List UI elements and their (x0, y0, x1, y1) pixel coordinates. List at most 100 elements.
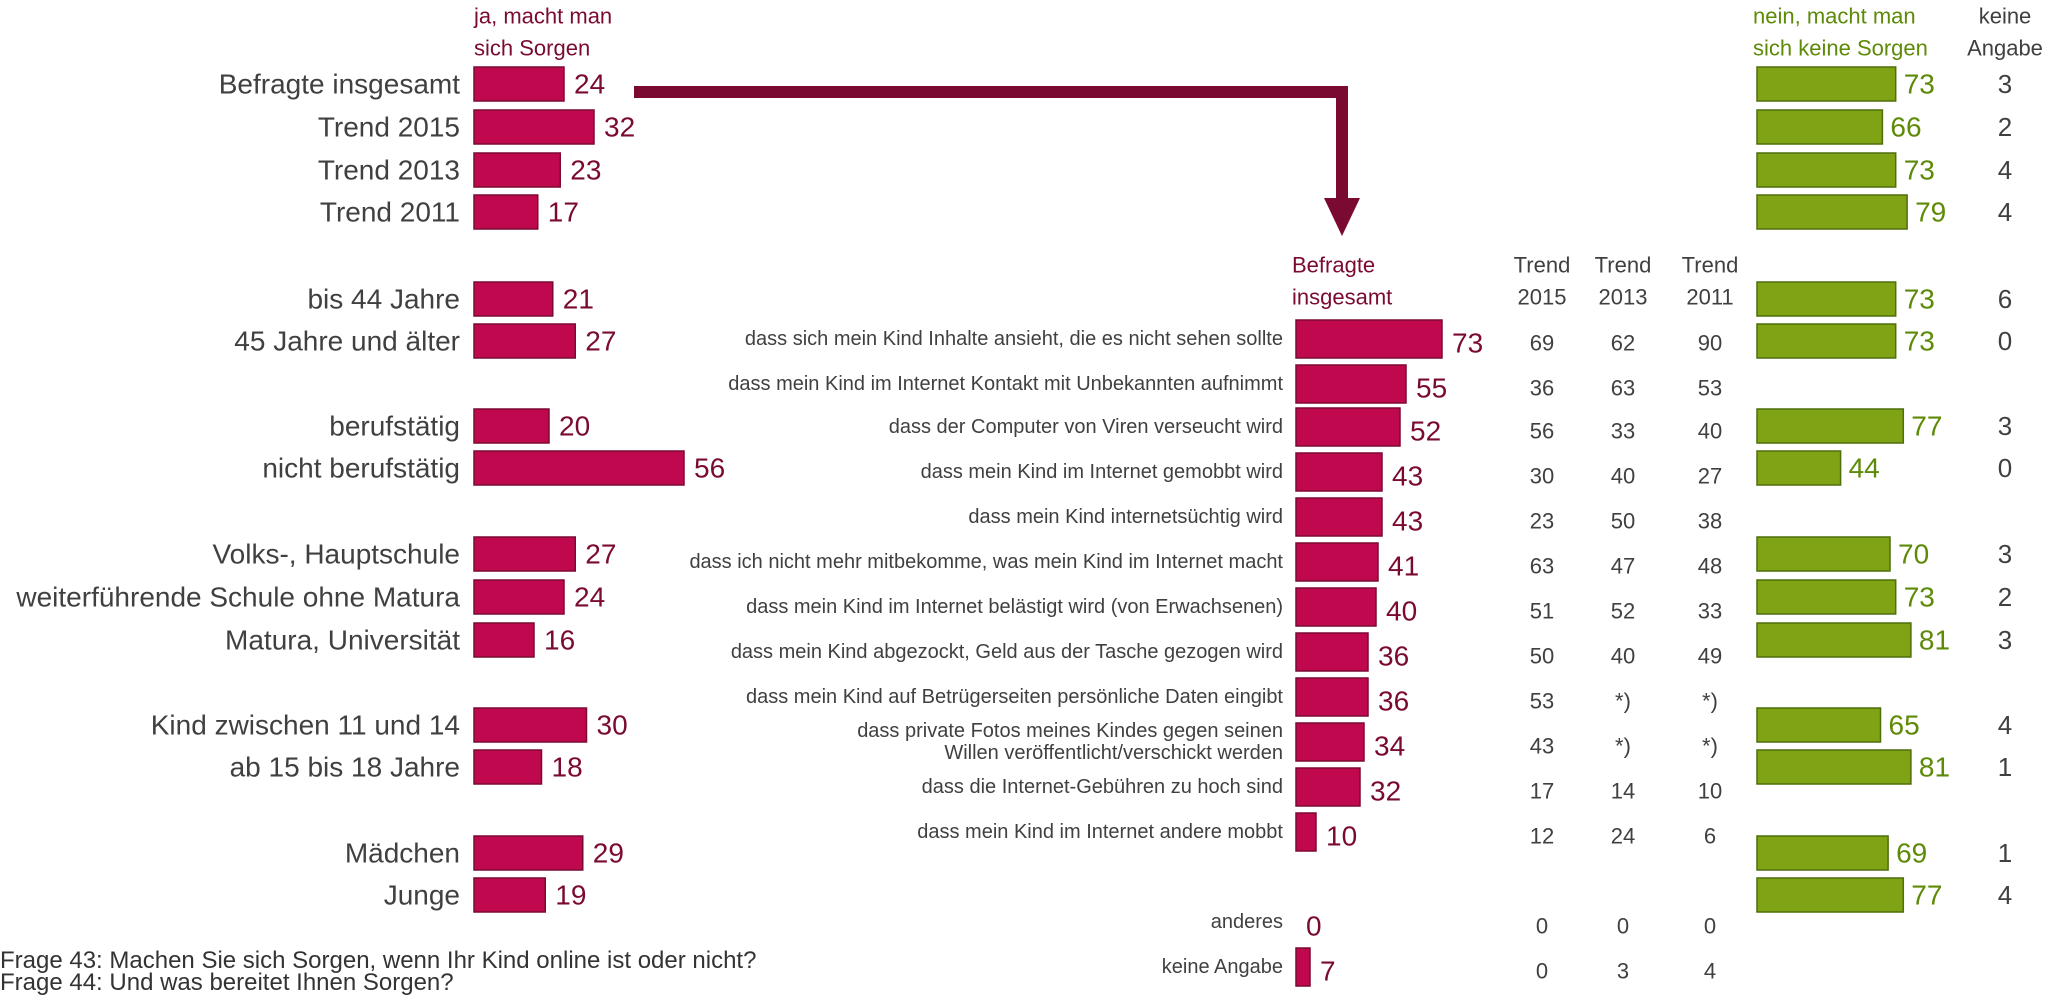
value-yes: 20 (559, 411, 590, 442)
concern-label-line: Willen veröffentlicht/verschickt werden (944, 742, 1283, 764)
value-no: 73 (1904, 326, 1935, 357)
value-concern: 55 (1416, 373, 1447, 404)
value-trend-3: 38 (1698, 509, 1722, 534)
bar-no (1756, 450, 1842, 486)
value-no: 79 (1915, 197, 1946, 228)
header-trend-0-line-0: Trend (1514, 253, 1571, 278)
value-na: 4 (1998, 155, 2012, 185)
value-concern: 40 (1386, 596, 1417, 627)
value-concern: 34 (1374, 731, 1405, 762)
bar-concern (1295, 812, 1317, 852)
bar-no (1756, 408, 1905, 444)
value-trend-3: *) (1702, 734, 1718, 759)
bar-yes (473, 450, 685, 486)
value-no: 81 (1919, 625, 1950, 656)
value-trend-3: 48 (1698, 554, 1722, 579)
bar-yes (473, 66, 565, 102)
concern-label: dass sich mein Kind Inhalte ansieht, die… (745, 328, 1283, 350)
value-no: 73 (1904, 582, 1935, 613)
value-na: 4 (1998, 197, 2012, 227)
value-yes: 21 (563, 284, 594, 315)
bar-no (1756, 536, 1891, 572)
value-yes: 16 (544, 625, 575, 656)
bar-no (1756, 281, 1897, 317)
value-trend-1: 50 (1530, 644, 1554, 669)
concern-label: dass der Computer von Viren verseucht wi… (889, 416, 1283, 438)
bar-no (1756, 152, 1897, 188)
value-trend-3: 4 (1704, 959, 1716, 984)
concern-label: dass mein Kind abgezockt, Geld aus der T… (731, 641, 1283, 663)
value-trend-1: 0 (1536, 914, 1548, 939)
concern-label: anderes (1211, 911, 1283, 933)
value-concern: 0 (1306, 911, 1322, 942)
bar-yes (473, 408, 550, 444)
header-current-line-0: Befragte (1292, 253, 1375, 278)
bar-concern (1295, 722, 1365, 762)
value-no: 81 (1919, 752, 1950, 783)
value-yes: 56 (694, 453, 725, 484)
value-yes: 27 (585, 326, 616, 357)
header-trend-0-line-1: 2015 (1518, 285, 1567, 310)
header-na-line-0: keine (1979, 4, 2032, 29)
value-no: 66 (1890, 112, 1921, 143)
category-label: Befragte insgesamt (219, 69, 460, 100)
bar-concern (1295, 407, 1401, 447)
value-na: 0 (1998, 453, 2012, 483)
value-trend-2: 50 (1611, 509, 1635, 534)
bar-no (1756, 579, 1897, 615)
bar-yes (473, 749, 543, 785)
bar-no (1756, 877, 1905, 913)
category-label: Kind zwischen 11 und 14 (151, 710, 460, 741)
value-trend-2: 47 (1611, 554, 1635, 579)
value-no: 77 (1911, 411, 1942, 442)
category-label: Matura, Universität (225, 625, 460, 656)
connector-arrow-head (1324, 198, 1360, 236)
value-na: 4 (1998, 880, 2012, 910)
bar-concern (1295, 497, 1383, 537)
bar-yes (473, 109, 595, 145)
bar-concern (1295, 319, 1443, 359)
concern-label: dass mein Kind im Internet gemobbt wird (921, 461, 1283, 483)
value-concern: 43 (1392, 461, 1423, 492)
value-na: 3 (1998, 625, 2012, 655)
value-na: 3 (1998, 69, 2012, 99)
category-label: Trend 2013 (318, 155, 460, 186)
value-trend-2: *) (1615, 734, 1631, 759)
concern-label: dass mein Kind internetsüchtig wird (968, 506, 1283, 528)
value-na: 2 (1998, 112, 2012, 142)
concern-label-line: dass private Fotos meines Kindes gegen s… (857, 720, 1283, 742)
value-trend-1: 30 (1530, 464, 1554, 489)
value-no: 73 (1904, 155, 1935, 186)
header-current-line-1: insgesamt (1292, 285, 1392, 310)
bar-yes (473, 877, 546, 913)
value-trend-3: 53 (1698, 376, 1722, 401)
value-na: 0 (1998, 326, 2012, 356)
category-label: nicht berufstätig (262, 453, 460, 484)
value-trend-2: 3 (1617, 959, 1629, 984)
value-no: 77 (1911, 880, 1942, 911)
value-concern: 73 (1452, 328, 1483, 359)
value-yes: 18 (552, 752, 583, 783)
value-na: 3 (1998, 539, 2012, 569)
value-trend-1: 51 (1530, 599, 1554, 624)
value-trend-1: 17 (1530, 779, 1554, 804)
value-trend-1: 63 (1530, 554, 1554, 579)
bar-no (1756, 194, 1908, 230)
value-concern: 43 (1392, 506, 1423, 537)
value-trend-3: 10 (1698, 779, 1722, 804)
value-concern: 7 (1320, 956, 1336, 987)
value-trend-3: 40 (1698, 419, 1722, 444)
value-trend-2: 40 (1611, 464, 1635, 489)
header-yes-line-0: ja, macht man (473, 4, 612, 29)
value-no: 73 (1904, 284, 1935, 315)
value-concern: 52 (1410, 416, 1441, 447)
bar-yes (473, 323, 576, 359)
bar-yes (473, 194, 539, 230)
bar-concern (1295, 632, 1369, 672)
value-trend-2: 14 (1611, 779, 1635, 804)
value-trend-1: 0 (1536, 959, 1548, 984)
bar-concern (1295, 767, 1361, 807)
bar-yes (473, 579, 565, 615)
value-yes: 24 (574, 69, 605, 100)
